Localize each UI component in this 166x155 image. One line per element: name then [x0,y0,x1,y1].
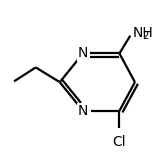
Text: NH: NH [133,26,153,40]
Text: 2: 2 [143,31,149,41]
Text: N: N [78,46,88,60]
Text: N: N [78,104,88,118]
Text: Cl: Cl [113,135,126,149]
